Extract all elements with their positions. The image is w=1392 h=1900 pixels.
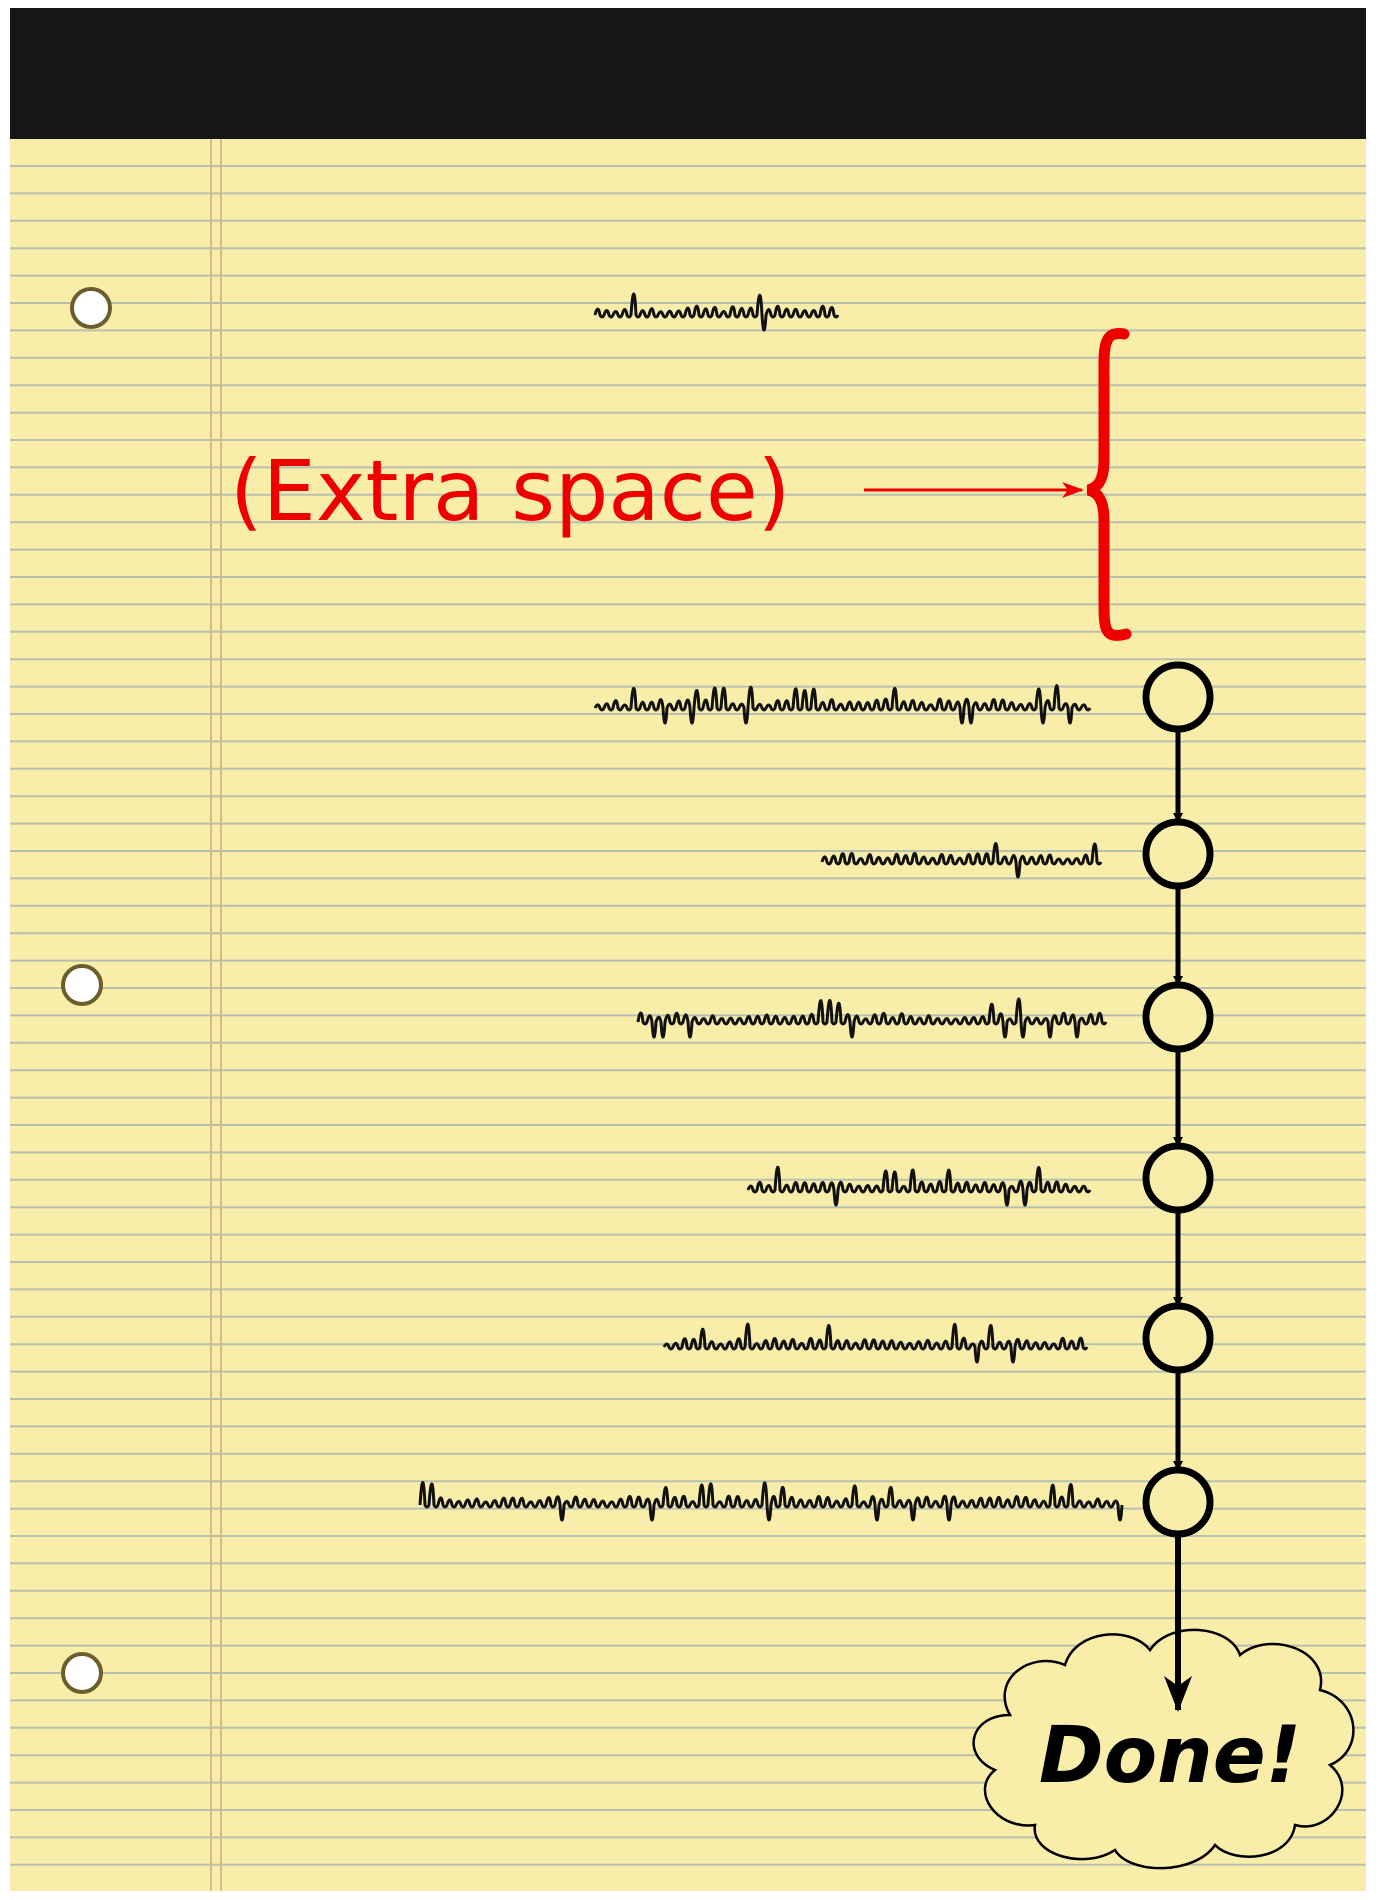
scribble (636, 997, 1108, 1039)
scribble (593, 684, 1092, 725)
punch-hole (61, 1652, 103, 1694)
ruled-lines (10, 165, 1366, 1866)
done-label: Done! (1039, 1711, 1301, 1801)
step-node (1142, 981, 1214, 1053)
step-flow (1142, 661, 1214, 1538)
step-node (1142, 1302, 1214, 1374)
scribble (820, 842, 1103, 879)
scribble (662, 1322, 1089, 1364)
scribble (593, 292, 840, 332)
step-node (1142, 1142, 1214, 1214)
step-node (1142, 661, 1214, 733)
pad-binding (10, 8, 1366, 139)
extra-space-label: (Extra space) (230, 442, 790, 540)
step-node (1142, 818, 1214, 890)
handwriting (418, 292, 1124, 1522)
curly-brace (1086, 328, 1132, 641)
punch-hole (61, 964, 103, 1006)
step-node (1142, 1466, 1214, 1538)
scribble (746, 1165, 1092, 1207)
scribble (418, 1481, 1124, 1522)
done-cloud (972, 1628, 1355, 1870)
punch-hole (70, 287, 112, 329)
